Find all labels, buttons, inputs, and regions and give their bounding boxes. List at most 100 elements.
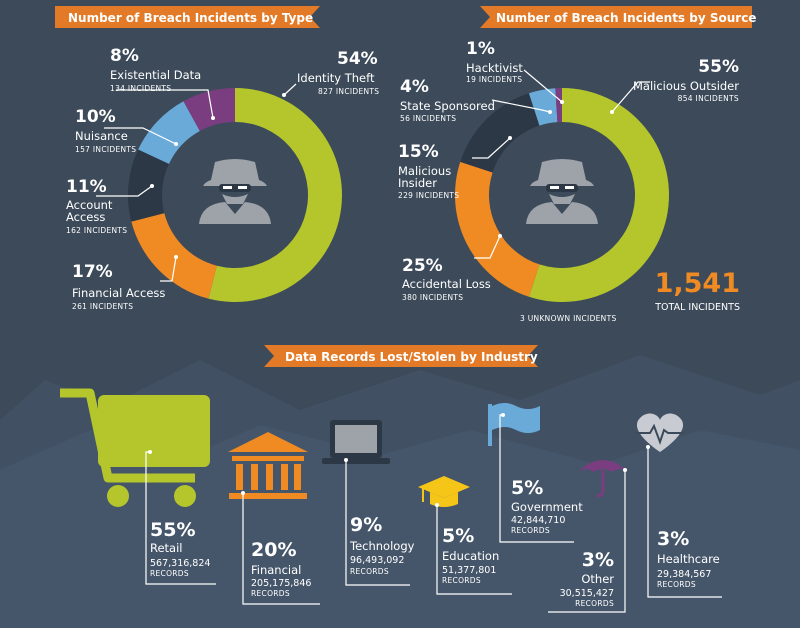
slice-label-account-access: 11% Account Access 162 INCIDENTS: [66, 177, 127, 235]
records-value: 567,316,824: [150, 558, 210, 569]
percent-label: 4%: [400, 77, 429, 97]
records-unit: RECORDS: [442, 576, 481, 585]
records-value: 205,175,846: [251, 578, 311, 589]
incident-count: 827 INCIDENTS: [318, 87, 379, 96]
category-label: Malicious Outsider: [633, 79, 739, 93]
chart-title-type: Number of Breach Incidents by Type: [68, 11, 313, 25]
percent-label: 25%: [402, 256, 443, 276]
incident-count: 134 INCIDENTS: [110, 84, 171, 93]
percent-label: 15%: [398, 142, 439, 162]
spy-icon: [199, 159, 271, 224]
records-unit: RECORDS: [511, 526, 550, 535]
category-label: Existential Data: [110, 68, 201, 82]
legend-type: [96, 83, 297, 282]
donut-slice-nuisance: [138, 101, 200, 164]
donut-chart-type: [128, 88, 342, 302]
category-label: Financial: [251, 563, 301, 577]
percent-label: 17%: [72, 262, 113, 282]
percent-label: 54%: [337, 49, 378, 69]
donut-slice-existential-data: [183, 88, 235, 132]
industry-label-government: 5% Government 42,844,710 RECORDS: [511, 477, 583, 535]
ribbon-industry: Data Records Lost/Stolen by Industry: [264, 345, 538, 367]
category-label: Malicious: [398, 164, 451, 178]
category-label: Accidental Loss: [402, 277, 491, 291]
industry-label-education: 5% Education 51,377,801 RECORDS: [442, 525, 499, 585]
slice-label-existential-data: 8% Existential Data 134 INCIDENTS: [110, 46, 201, 93]
records-unit: RECORDS: [251, 589, 290, 598]
incident-count: 261 INCIDENTS: [72, 302, 133, 311]
percent-label: 5%: [511, 477, 543, 499]
percent-label: 8%: [110, 46, 139, 66]
category-label: Access: [66, 210, 105, 224]
total-value: 1,541: [655, 268, 740, 299]
category-label: Retail: [150, 541, 183, 555]
records-value: 96,493,092: [350, 555, 404, 566]
slice-label-hacktivist: 1% Hacktivist 19 INCIDENTS: [466, 39, 523, 84]
unknown-incidents-note: 3 UNKNOWN INCIDENTS: [520, 314, 617, 323]
donut-slice-identity-theft: [208, 88, 342, 302]
records-value: 42,844,710: [511, 515, 565, 526]
ribbon-source: Number of Breach Incidents by Source: [480, 6, 756, 28]
total-label: TOTAL INCIDENTS: [654, 302, 740, 313]
industry-leaders: [145, 414, 722, 613]
donut-slice-account-access: [128, 149, 169, 222]
category-label: Healthcare: [657, 552, 720, 566]
records-value: 51,377,801: [442, 565, 496, 576]
donut-slice-hacktivist: [555, 88, 562, 123]
incident-count: 162 INCIDENTS: [66, 226, 127, 235]
donut-slice-accidental-loss: [454, 161, 540, 297]
laptop-icon: [322, 420, 390, 464]
industry-label-financial: 20% Financial 205,175,846 RECORDS: [251, 539, 311, 598]
category-label: Account: [66, 198, 113, 212]
umbrella-icon: [578, 460, 628, 498]
donut-slice-malicious-insider: [460, 93, 540, 173]
slice-label-financial-access: 17% Financial Access 261 INCIDENTS: [72, 262, 165, 311]
percent-label: 20%: [251, 539, 296, 561]
donut-slice-malicious-outsider: [528, 88, 669, 302]
donut-slice-state-sponsored: [528, 88, 558, 126]
donut-slice-financial-access: [131, 213, 217, 299]
records-unit: RECORDS: [150, 569, 189, 578]
industry-label-healthcare: 3% Healthcare 29,384,567 RECORDS: [657, 528, 720, 589]
spy-icon: [526, 159, 598, 224]
records-unit: RECORDS: [350, 567, 389, 576]
incident-count: 380 INCIDENTS: [402, 293, 463, 302]
chart-title-industry: Data Records Lost/Stolen by Industry: [285, 350, 538, 364]
incident-count: 157 INCIDENTS: [75, 145, 136, 154]
category-label: Other: [581, 572, 614, 586]
percent-label: 5%: [442, 525, 474, 547]
ribbon-type: Number of Breach Incidents by Type: [55, 6, 320, 28]
records-unit: RECORDS: [575, 599, 614, 608]
category-label: Education: [442, 549, 499, 563]
slice-label-state-sponsored: 4% State Sponsored 56 INCIDENTS: [400, 77, 495, 123]
category-label: Government: [511, 500, 583, 514]
category-label: State Sponsored: [400, 99, 495, 113]
percent-label: 10%: [75, 107, 116, 127]
industry-label-technology: 9% Technology 96,493,092 RECORDS: [349, 514, 415, 576]
industry-label-other: 3% Other 30,515,427 RECORDS: [560, 549, 615, 608]
slice-label-malicious-outsider: 55% Malicious Outsider 854 INCIDENTS: [633, 57, 739, 103]
category-label: Hacktivist: [466, 61, 523, 75]
records-value: 30,515,427: [560, 588, 614, 599]
donut-chart-source: [454, 88, 669, 302]
total-incidents: 1,541 TOTAL INCIDENTS: [654, 268, 740, 313]
category-label: Identity Theft: [297, 71, 375, 85]
incident-count: 19 INCIDENTS: [466, 75, 522, 84]
incident-count: 56 INCIDENTS: [400, 114, 456, 123]
bank-icon: [228, 432, 308, 499]
percent-label: 55%: [150, 519, 195, 541]
category-label: Nuisance: [75, 129, 128, 143]
percent-label: 55%: [698, 57, 739, 77]
legend-source: [472, 69, 650, 259]
chart-title-source: Number of Breach Incidents by Source: [496, 11, 756, 25]
category-label: Financial Access: [72, 286, 165, 300]
industry-label-retail: 55% Retail 567,316,824 RECORDS: [150, 519, 210, 578]
percent-label: 3%: [657, 528, 689, 550]
category-label: Insider: [398, 176, 437, 190]
slice-label-nuisance: 10% Nuisance 157 INCIDENTS: [75, 107, 136, 154]
slice-label-malicious-insider: 15% Malicious Insider 229 INCIDENTS: [398, 142, 459, 200]
flag-icon: [488, 403, 540, 446]
incident-count: 229 INCIDENTS: [398, 191, 459, 200]
slice-label-identity-theft: 54% Identity Theft 827 INCIDENTS: [297, 49, 379, 96]
